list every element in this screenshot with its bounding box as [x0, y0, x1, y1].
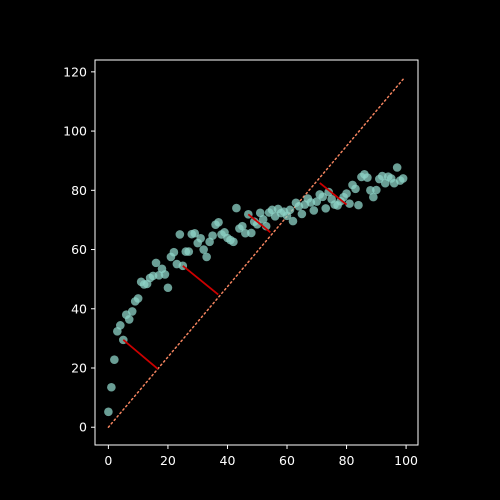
- scatter-point: [288, 216, 298, 226]
- scatter-point: [392, 163, 402, 172]
- scatter-point: [151, 258, 161, 268]
- scatter-point: [175, 230, 185, 239]
- x-tick-label: 20: [160, 453, 176, 468]
- scatter-point: [354, 200, 363, 210]
- scatter-point: [163, 283, 173, 293]
- scatter-point: [232, 203, 241, 213]
- scatter-point: [208, 231, 217, 240]
- scatter-point: [124, 315, 134, 324]
- scatter-point: [190, 228, 200, 238]
- scatter-point: [363, 173, 372, 182]
- y-tick-label: 60: [71, 242, 87, 257]
- scatter-point: [196, 233, 205, 243]
- scatter-point: [351, 184, 360, 194]
- scatter-point: [252, 220, 262, 229]
- scatter-point: [380, 178, 390, 188]
- scatter-point: [297, 209, 307, 219]
- scatter-point: [321, 204, 331, 213]
- scatter-point: [229, 237, 238, 247]
- plot-area: [104, 78, 408, 428]
- scatter-point: [285, 205, 295, 215]
- scatter-point: [127, 307, 137, 316]
- scatter-point: [133, 294, 143, 303]
- x-tick-label: 0: [104, 453, 112, 468]
- scatter-point: [184, 247, 194, 256]
- scatter-point: [324, 187, 333, 197]
- scatter-point: [202, 252, 211, 262]
- y-tick-label: 80: [71, 183, 87, 198]
- scatter-point: [160, 270, 170, 279]
- scatter-point: [318, 192, 328, 202]
- scatter-point: [246, 228, 256, 238]
- scatter-point: [214, 217, 223, 227]
- scatter-point: [312, 197, 322, 206]
- scatter-point: [342, 189, 351, 198]
- scatter-point: [116, 321, 125, 330]
- residual-segment: [247, 213, 271, 234]
- scatter-point: [372, 185, 381, 195]
- residual-segment: [122, 339, 159, 370]
- x-tick-label: 80: [339, 453, 355, 468]
- y-tick-label: 20: [71, 361, 87, 376]
- scatter-point: [169, 247, 179, 257]
- scatter-point: [345, 199, 354, 208]
- scatter-point: [398, 174, 408, 183]
- scatter-point: [110, 355, 119, 365]
- scatter-point: [258, 215, 268, 224]
- scatter-point: [309, 206, 319, 215]
- y-tick-label: 40: [71, 301, 87, 316]
- y-tick-label: 100: [63, 124, 87, 139]
- scatter-point: [255, 208, 265, 218]
- scatter-point: [369, 192, 378, 202]
- scatter-point: [104, 407, 113, 417]
- residual-segment: [319, 182, 348, 206]
- y-tick-label: 0: [79, 420, 87, 435]
- axes: 0 20 40 60 80 100 0 20 40 60 80 100 120: [63, 59, 419, 468]
- x-tick-label: 40: [220, 453, 236, 468]
- axes-frame: [94, 59, 419, 446]
- scatter-point: [238, 221, 247, 231]
- x-tick-label: 100: [394, 453, 418, 468]
- scatter-point: [199, 245, 208, 254]
- residual-segment: [182, 265, 219, 296]
- y-tick-label: 120: [63, 64, 87, 79]
- x-tick-label: 60: [279, 453, 295, 468]
- scatter-point: [107, 382, 116, 392]
